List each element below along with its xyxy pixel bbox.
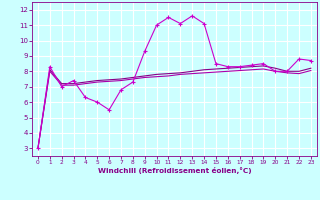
X-axis label: Windchill (Refroidissement éolien,°C): Windchill (Refroidissement éolien,°C) xyxy=(98,167,251,174)
